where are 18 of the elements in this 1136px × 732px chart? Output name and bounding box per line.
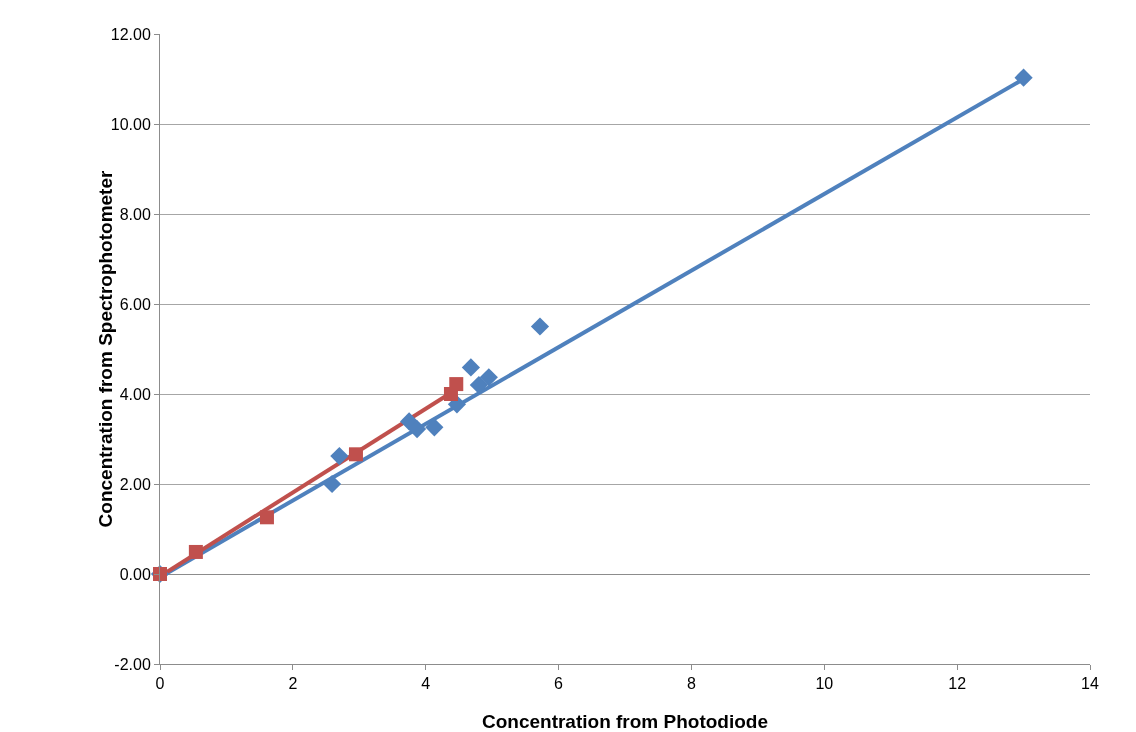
y-tick-label: 2.00 [119, 475, 151, 493]
x-tick-label: 8 [686, 675, 696, 693]
y-tick-label: 10.00 [110, 115, 151, 133]
x-tick-label: 2 [288, 675, 298, 693]
y-tick-label: 6.00 [119, 295, 151, 313]
x-axis-title: Concentration from Photodiode [481, 711, 769, 732]
y-tick-label: 0.00 [119, 565, 151, 583]
x-tick-label: 6 [554, 675, 564, 693]
y-tick-label: -2.00 [114, 655, 151, 673]
y-tick-label: 4.00 [119, 385, 151, 403]
x-tick-label: 12 [948, 675, 967, 693]
y-tick-label: 12.00 [110, 25, 151, 43]
x-tick-label: 0 [155, 675, 165, 693]
x-tick-label: 14 [1081, 675, 1099, 693]
y-axis-title: Concentration from Spectrophotometer [95, 170, 116, 528]
x-tick-label: 10 [815, 675, 834, 693]
x-tick-label: 4 [421, 675, 431, 693]
y-tick-label: 8.00 [119, 205, 151, 223]
